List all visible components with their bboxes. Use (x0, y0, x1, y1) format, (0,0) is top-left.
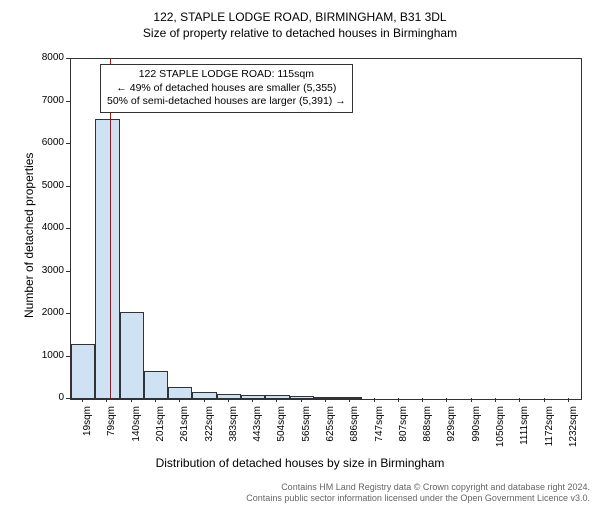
x-tick-label: 79sqm (106, 406, 117, 456)
x-tick (204, 398, 205, 402)
x-tick-label: 807sqm (398, 406, 409, 456)
x-tick (374, 398, 375, 402)
y-tick-label: 0 (28, 392, 64, 403)
copyright-line1: Contains HM Land Registry data © Crown c… (246, 482, 590, 493)
x-tick-label: 1232sqm (568, 406, 579, 456)
bar (120, 312, 144, 399)
y-tick-label: 2000 (28, 307, 64, 318)
x-axis-title: Distribution of detached houses by size … (0, 456, 600, 470)
x-tick-label: 1111sqm (519, 406, 530, 456)
x-tick (544, 398, 545, 402)
y-tick (66, 101, 70, 102)
x-tick-label: 504sqm (276, 406, 287, 456)
copyright-text: Contains HM Land Registry data © Crown c… (246, 482, 590, 504)
x-tick (179, 398, 180, 402)
callout-line3: 50% of semi-detached houses are larger (… (107, 95, 346, 109)
x-tick-label: 261sqm (179, 406, 190, 456)
x-tick-label: 201sqm (155, 406, 166, 456)
bar (192, 392, 216, 399)
copyright-line2: Contains public sector information licen… (246, 493, 590, 504)
bar (168, 387, 192, 399)
property-callout: 122 STAPLE LODGE ROAD: 115sqm ← 49% of d… (100, 64, 353, 113)
y-tick-label: 7000 (28, 95, 64, 106)
bar (241, 395, 265, 399)
y-axis-title: Number of detached properties (22, 153, 36, 318)
bar (338, 397, 362, 399)
x-tick (519, 398, 520, 402)
y-tick (66, 228, 70, 229)
x-tick (495, 398, 496, 402)
x-tick (446, 398, 447, 402)
x-tick-label: 990sqm (471, 406, 482, 456)
x-tick-label: 929sqm (446, 406, 457, 456)
x-tick (82, 398, 83, 402)
x-tick (325, 398, 326, 402)
x-tick (276, 398, 277, 402)
bar (95, 119, 119, 400)
callout-line2: ← 49% of detached houses are smaller (5,… (107, 82, 346, 96)
bar (144, 371, 168, 399)
x-tick (398, 398, 399, 402)
y-tick-label: 1000 (28, 350, 64, 361)
x-tick-label: 322sqm (204, 406, 215, 456)
x-tick-label: 625sqm (325, 406, 336, 456)
title-sub: Size of property relative to detached ho… (0, 26, 600, 40)
x-tick-label: 19sqm (82, 406, 93, 456)
bar (71, 344, 95, 399)
x-tick (422, 398, 423, 402)
x-tick (228, 398, 229, 402)
x-tick-label: 686sqm (349, 406, 360, 456)
y-tick-label: 6000 (28, 137, 64, 148)
bar (290, 396, 314, 399)
x-tick-label: 1050sqm (495, 406, 506, 456)
x-tick-label: 868sqm (422, 406, 433, 456)
y-tick-label: 3000 (28, 265, 64, 276)
x-tick (349, 398, 350, 402)
x-tick (131, 398, 132, 402)
y-tick (66, 271, 70, 272)
x-tick-label: 140sqm (131, 406, 142, 456)
x-tick (301, 398, 302, 402)
bar (217, 394, 241, 399)
y-tick (66, 186, 70, 187)
x-tick (471, 398, 472, 402)
y-tick (66, 356, 70, 357)
x-tick-label: 565sqm (301, 406, 312, 456)
x-tick-label: 747sqm (374, 406, 385, 456)
x-tick-label: 443sqm (252, 406, 263, 456)
bar (265, 395, 289, 399)
x-tick (252, 398, 253, 402)
title-main: 122, STAPLE LODGE ROAD, BIRMINGHAM, B31 … (0, 10, 600, 24)
y-tick-label: 4000 (28, 222, 64, 233)
y-tick-label: 5000 (28, 180, 64, 191)
x-tick-label: 1172sqm (544, 406, 555, 456)
callout-line1: 122 STAPLE LODGE ROAD: 115sqm (107, 68, 346, 82)
x-tick (568, 398, 569, 402)
y-tick-label: 8000 (28, 52, 64, 63)
x-tick-label: 383sqm (228, 406, 239, 456)
x-tick (106, 398, 107, 402)
y-tick (66, 313, 70, 314)
y-tick (66, 143, 70, 144)
y-tick (66, 58, 70, 59)
x-tick (155, 398, 156, 402)
y-tick (66, 398, 70, 399)
